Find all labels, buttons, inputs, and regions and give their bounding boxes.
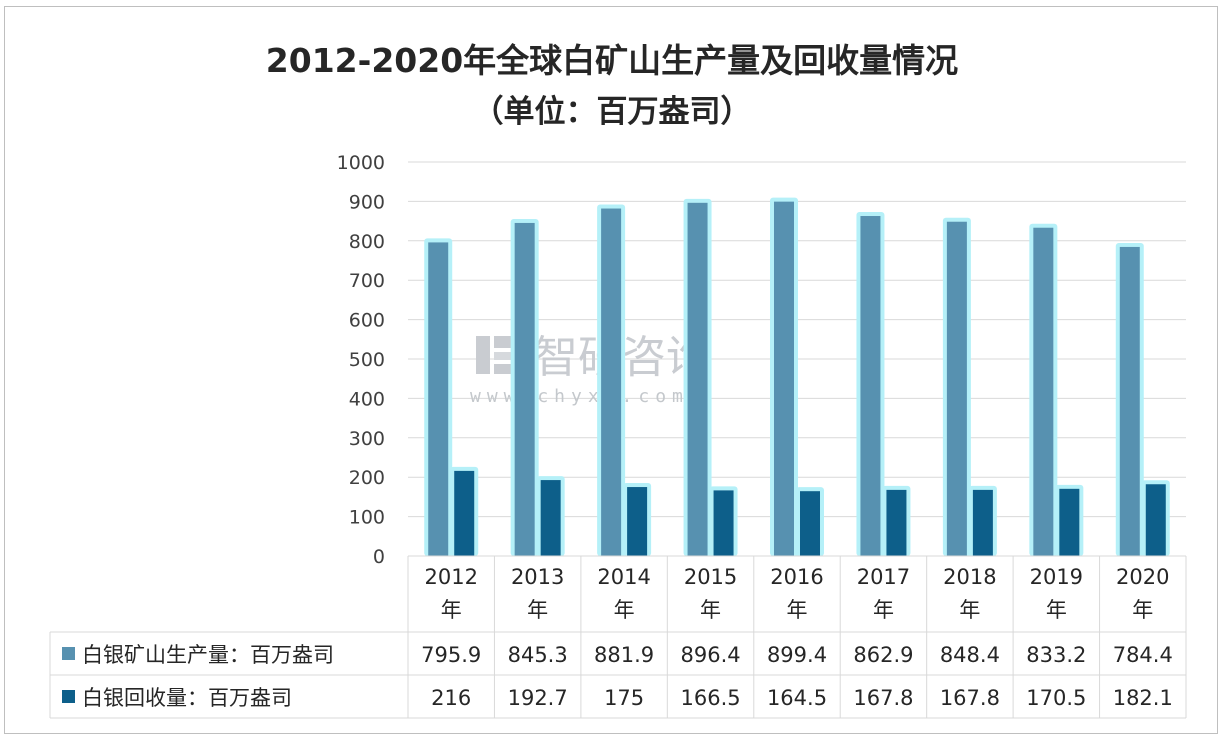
y-tick-label: 600 [349, 310, 385, 332]
x-tick-label: 年 [527, 598, 548, 622]
x-tick-label: 年 [700, 598, 721, 622]
data-label: 167.8 [940, 686, 1000, 710]
data-label: 845.3 [508, 643, 568, 667]
bar [800, 491, 820, 556]
x-tick-label: 年 [1132, 598, 1153, 622]
x-tick-label: 2018 [943, 565, 996, 589]
bar [713, 490, 734, 556]
bars [424, 197, 1170, 557]
bar [601, 208, 622, 556]
data-label: 166.5 [680, 686, 740, 710]
chart-title: 2012-2020年全球白矿山生产量及回收量情况 [265, 41, 959, 80]
y-tick-label: 400 [349, 388, 385, 410]
data-table: 2012 年 2013 年 2014 年 2015 年 2016 年 2017 年 2018 年 2019 年… [49, 555, 1187, 719]
bar [946, 221, 967, 556]
bar [514, 222, 535, 557]
data-label: 170.5 [1026, 686, 1086, 710]
bar [687, 202, 708, 556]
bar [886, 489, 907, 556]
x-tick-label: 2017 [857, 565, 910, 589]
y-tick-label: 900 [349, 191, 385, 213]
x-tick-label: 2020 [1116, 565, 1169, 589]
bar [428, 242, 449, 556]
data-label: 862.9 [853, 643, 913, 667]
data-label: 881.9 [594, 643, 654, 667]
x-tick-label: 年 [873, 598, 894, 622]
bar [627, 487, 648, 556]
bar [1145, 484, 1166, 556]
x-tick-label: 年 [1046, 598, 1067, 622]
data-label: 182.1 [1113, 686, 1173, 710]
y-tick-label: 1000 [337, 152, 385, 174]
x-tick-label: 2015 [684, 565, 737, 589]
y-tick-label: 0 [373, 546, 385, 568]
x-tick-label: 年 [787, 598, 808, 622]
data-label: 192.7 [508, 686, 568, 710]
data-label: 795.9 [421, 643, 481, 667]
y-tick-label: 800 [349, 231, 385, 253]
watermark: 智研咨询 www.chyxx.com [470, 332, 710, 407]
watermark-url: www.chyxx.com [470, 386, 689, 407]
x-tick-label: 2014 [597, 565, 650, 589]
y-axis: 0 100 200 300 400 500 600 700 800 900 1000 [337, 152, 385, 568]
bar [774, 201, 794, 556]
bar [860, 216, 881, 556]
x-tick-label: 年 [959, 598, 980, 622]
data-label: 216 [431, 686, 471, 710]
x-tick-label: 年 [441, 598, 462, 622]
y-tick-label: 200 [349, 467, 385, 489]
legend-swatch [62, 647, 75, 660]
bar [1059, 488, 1080, 556]
y-tick-label: 500 [349, 349, 385, 371]
y-tick-label: 100 [349, 507, 385, 529]
data-label: 899.4 [767, 643, 827, 667]
bar [1119, 246, 1140, 556]
y-tick-label: 300 [349, 428, 385, 450]
data-label: 833.2 [1026, 643, 1086, 667]
legend-label: 白银回收量：百万盎司 [82, 686, 292, 710]
legend-label: 白银矿山生产量：百万盎司 [82, 643, 334, 667]
data-label: 896.4 [680, 643, 740, 667]
x-tick-label: 2016 [770, 565, 823, 589]
x-tick-label: 年 [614, 598, 635, 622]
data-label: 175 [604, 686, 644, 710]
legend-swatch [62, 690, 75, 703]
data-label: 167.8 [853, 686, 913, 710]
bar [540, 480, 561, 556]
data-label: 164.5 [767, 686, 827, 710]
x-tick-label: 2013 [511, 565, 564, 589]
data-label: 848.4 [940, 643, 1000, 667]
y-tick-label: 700 [349, 270, 385, 292]
x-tick-label: 2012 [424, 565, 477, 589]
data-label: 784.4 [1113, 643, 1173, 667]
bar [972, 489, 993, 556]
bar [454, 470, 475, 556]
chart-subtitle: （单位：百万盎司） [472, 94, 752, 130]
x-tick-label: 2019 [1030, 565, 1083, 589]
bar [1033, 227, 1054, 557]
